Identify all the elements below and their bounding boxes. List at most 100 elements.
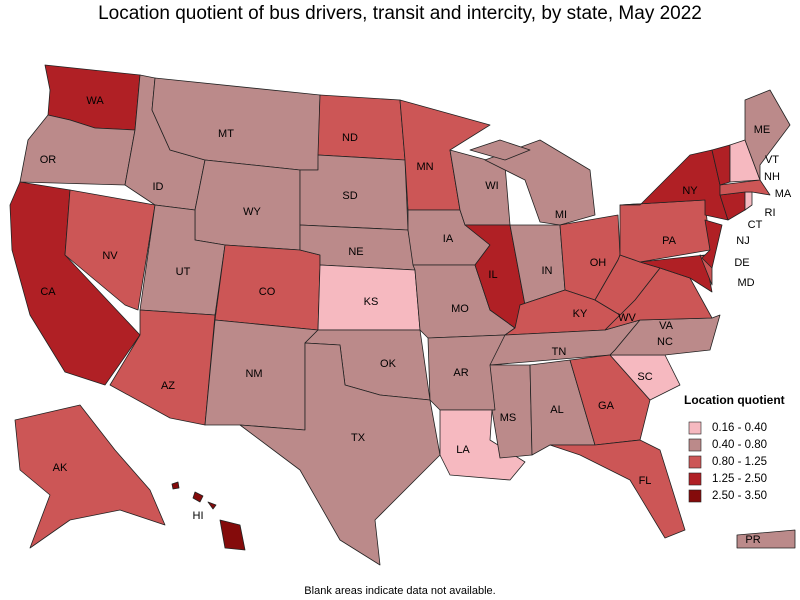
- states: [9, 64, 796, 566]
- state: [64, 189, 156, 311]
- state-label: OK: [380, 358, 397, 370]
- state-shape: [469, 139, 531, 161]
- legend-label: 0.40 - 0.80: [712, 439, 767, 451]
- state-shape: [64, 189, 156, 311]
- map-title: Location quotient of bus drivers, transi…: [98, 3, 702, 24]
- state-label: TX: [351, 432, 366, 444]
- state-label: OH: [590, 257, 607, 269]
- state-label: AZ: [161, 380, 175, 392]
- state-shape: [744, 191, 753, 211]
- state: [744, 191, 753, 211]
- state: [109, 309, 216, 426]
- labels: WA OR CA NV ID MT WY UT AZ CO NM ND SD NE KS OK TX MN IA MO…: [40, 95, 792, 546]
- state-label: MT: [218, 128, 234, 140]
- state-label: PA: [662, 235, 677, 247]
- state-label: NE: [348, 246, 363, 258]
- state-label: IL: [488, 269, 497, 281]
- state-label: TN: [552, 346, 567, 358]
- state-label: IA: [443, 233, 454, 245]
- legend-swatch: [688, 472, 702, 486]
- state: [549, 439, 686, 539]
- state-label: SC: [637, 371, 652, 383]
- state-shape: [192, 491, 204, 503]
- state-label: HI: [193, 510, 204, 522]
- state-label: VT: [765, 154, 779, 166]
- state: [744, 89, 791, 181]
- state-label: NJ: [736, 235, 749, 247]
- legend-swatch: [688, 438, 702, 452]
- state-label: KS: [364, 296, 379, 308]
- legend: Location quotient 0.16 - 0.40 0.40 - 0.80…: [684, 393, 785, 503]
- state-label: IN: [542, 265, 553, 277]
- state-label: FL: [639, 475, 652, 487]
- state-shape: [744, 89, 791, 181]
- state-label: ID: [153, 181, 164, 193]
- legend-label: 0.16 - 0.40: [712, 422, 767, 434]
- state-label: NY: [682, 185, 698, 197]
- state-shape: [484, 139, 596, 226]
- state-label: MA: [775, 188, 792, 200]
- state: [317, 94, 406, 161]
- state: [239, 342, 441, 566]
- legend-swatch: [688, 455, 702, 469]
- state-label: WY: [243, 206, 261, 218]
- state: [14, 404, 166, 549]
- state-label: AK: [53, 462, 68, 474]
- state-label: KY: [573, 308, 588, 320]
- state-label: NH: [764, 171, 780, 183]
- state-shape: [109, 309, 216, 426]
- state-label: UT: [176, 266, 191, 278]
- state-label: GA: [598, 400, 615, 412]
- state-label: WA: [86, 95, 104, 107]
- state-label: MO: [451, 303, 469, 315]
- state: [619, 199, 711, 263]
- footnote: Blank areas indicate data not available.: [304, 585, 495, 597]
- state-label: AL: [550, 404, 563, 416]
- state: [639, 254, 713, 293]
- legend-title: Location quotient: [684, 393, 785, 407]
- state-shape: [207, 501, 217, 510]
- state-shape: [619, 199, 711, 263]
- state-shape: [317, 94, 406, 161]
- state-label: RI: [765, 207, 776, 219]
- state-label: NC: [657, 336, 673, 348]
- state-label: ME: [754, 124, 771, 136]
- state-label: WV: [618, 312, 636, 324]
- state-label: CO: [259, 286, 276, 298]
- state: [439, 409, 526, 481]
- legend-swatch: [688, 421, 702, 435]
- state-label: LA: [456, 444, 470, 456]
- state-label: CT: [748, 219, 763, 231]
- state-label: OR: [40, 154, 57, 166]
- state: [171, 481, 246, 551]
- state-shape: [701, 219, 723, 269]
- state-shape: [549, 439, 686, 539]
- state-label: SD: [342, 190, 357, 202]
- state-shape: [439, 409, 526, 481]
- legend-label: 1.25 - 2.50: [712, 473, 767, 485]
- state-label: WI: [485, 180, 498, 192]
- state-label: MN: [416, 161, 433, 173]
- state-shape: [14, 404, 166, 549]
- state-shape: [736, 529, 796, 549]
- state: [469, 139, 596, 226]
- state-label: MI: [555, 209, 567, 221]
- state-label: NM: [245, 368, 262, 380]
- state: [701, 219, 723, 269]
- state-label: ND: [342, 132, 358, 144]
- state-label: AR: [453, 367, 468, 379]
- legend-swatch: [688, 489, 702, 503]
- legend-label: 2.50 - 3.50: [712, 490, 767, 502]
- state-shape: [171, 481, 180, 490]
- state-shape: [219, 519, 246, 551]
- state-label: MD: [737, 277, 754, 289]
- state-shape: [239, 342, 441, 566]
- legend-label: 0.80 - 1.25: [712, 456, 767, 468]
- state-label: CA: [40, 286, 56, 298]
- state-shape: [639, 254, 713, 293]
- state-label: PR: [745, 534, 760, 546]
- state: [736, 529, 796, 549]
- state-label: NV: [102, 250, 118, 262]
- state-label: DE: [734, 257, 749, 269]
